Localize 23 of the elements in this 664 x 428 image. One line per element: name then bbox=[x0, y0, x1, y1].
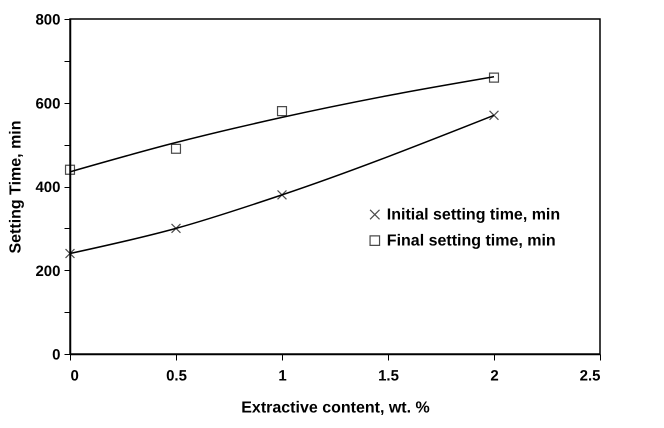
x-tick-label: 2 bbox=[490, 368, 499, 384]
y-tick-label: 200 bbox=[35, 262, 60, 280]
point bbox=[276, 106, 288, 116]
y-axis-title: Setting Time, min bbox=[7, 120, 24, 254]
y-tick-label: 600 bbox=[35, 95, 60, 112]
y-tick-label: 400 bbox=[35, 179, 60, 196]
x-tick-label: 1 bbox=[278, 368, 287, 384]
point bbox=[276, 190, 288, 200]
point bbox=[64, 164, 76, 175]
y-tick-label: 800 bbox=[35, 12, 60, 28]
point bbox=[64, 248, 76, 259]
x-tick-label: 2.5 bbox=[580, 368, 600, 384]
legend-label: Initial setting time, min bbox=[386, 206, 560, 224]
legend-label: Final setting time, min bbox=[386, 232, 556, 250]
x-tick-label: 0 bbox=[70, 368, 79, 384]
x-tick-label: 0.5 bbox=[166, 368, 187, 384]
x-axis-title: Extractive content, wt. % bbox=[241, 400, 430, 416]
x-tick-label: 1.5 bbox=[378, 368, 399, 384]
point bbox=[170, 144, 182, 154]
point bbox=[488, 72, 500, 83]
point bbox=[488, 110, 500, 120]
point bbox=[170, 223, 182, 234]
y-tick-label: 0 bbox=[52, 346, 60, 364]
